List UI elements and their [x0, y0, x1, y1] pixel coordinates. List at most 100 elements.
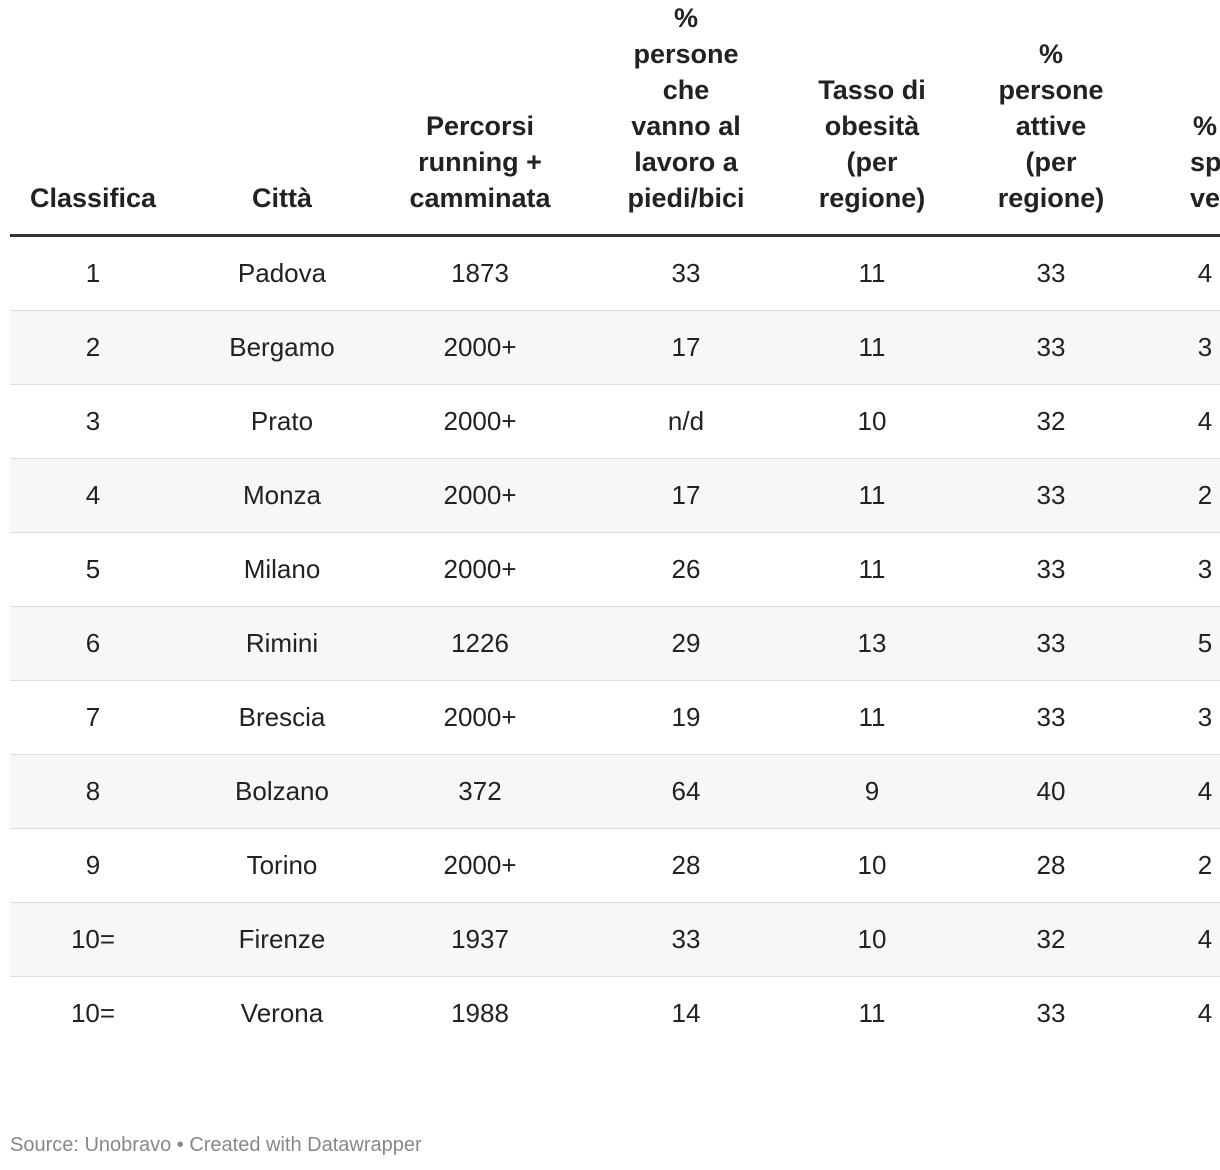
table-cell: 26 [572, 532, 800, 607]
table-cell: 2000+ [388, 828, 572, 903]
table-cell: Monza [176, 458, 388, 533]
table-cell: 4 [1158, 235, 1220, 311]
table-cell: 5 [10, 532, 176, 607]
table-cell: 5 [1158, 606, 1220, 681]
table-cell: 17 [572, 310, 800, 385]
table-cell: Torino [176, 828, 388, 903]
table-cell: 33 [944, 235, 1158, 311]
table-cell: 3 [1158, 532, 1220, 607]
table-cell: 4 [10, 458, 176, 533]
table-cell: 10 [800, 902, 944, 977]
column-header: % persone attive (per regione) [944, 0, 1158, 237]
column-header: Città [176, 0, 388, 237]
table-cell: 2 [10, 310, 176, 385]
table-cell: 1226 [388, 606, 572, 681]
table-wrap: Classifica Città Percorsi running + cammin… [10, 0, 1220, 1050]
table-cell: 11 [858, 998, 886, 1028]
table-cell: Milano [176, 532, 388, 607]
table-cell: 4 [1197, 998, 1213, 1028]
header-text: Città [252, 183, 312, 213]
table-cell: 13 [800, 606, 944, 681]
table-cell: 11 [800, 680, 944, 755]
table-cell: 11 [800, 532, 944, 607]
table-cell: 32 [944, 902, 1158, 977]
table-cell: 14 [671, 998, 701, 1028]
table-row: 2 Bergamo 2000+ 17 11 33 3 [10, 310, 1220, 385]
table-cell: 2 [1158, 458, 1220, 533]
table-row: 10= Firenze 1937 33 10 32 4 [10, 902, 1220, 977]
header-text: Classifica [29, 183, 157, 213]
table-cell: 4 [1158, 902, 1220, 977]
table-cell: 11 [800, 458, 944, 533]
table-cell: 7 [10, 680, 176, 755]
table-cell: 9 [800, 754, 944, 829]
table-cell: Brescia [176, 680, 388, 755]
table-cell: 33 [944, 532, 1158, 607]
table-cell: 2 [1158, 828, 1220, 903]
table-cell: 3 [1158, 310, 1220, 385]
table-cell: n/d [572, 384, 800, 459]
table-cell: 9 [10, 828, 176, 903]
table-cell: 3 [10, 384, 176, 459]
table-cell: 1988 [451, 998, 509, 1028]
table-cell: Prato [176, 384, 388, 459]
table-cell: 40 [944, 754, 1158, 829]
table-cell: 10= [10, 902, 176, 977]
table-row: 10= Verona 1988 14 11 33 4 [10, 977, 1220, 1051]
column-header: Classifica [10, 0, 176, 237]
table-cell: 33 [944, 458, 1158, 533]
header-text: % spa ver [1190, 111, 1220, 213]
table-cell: 2000+ [388, 384, 572, 459]
table-cell: 2000+ [388, 458, 572, 533]
header-row: Classifica Città Percorsi running + cammin… [10, 0, 1220, 237]
header-text: Percorsi running + camminata [409, 111, 551, 213]
table-cell: 17 [572, 458, 800, 533]
table-cell: 10 [800, 828, 944, 903]
table-body: 1 Padova 1873 33 11 33 4 2 Bergamo 2000+ 17 11 33 3 3 P… [10, 235, 1220, 1051]
table-cell: 28 [944, 828, 1158, 903]
table-cell: 32 [944, 384, 1158, 459]
table-cell: 33 [572, 235, 800, 311]
table-row: 9 Torino 2000+ 28 10 28 2 [10, 828, 1220, 903]
table-cell: 3 [1158, 680, 1220, 755]
table-cell: 33 [572, 902, 800, 977]
table-cell: 8 [10, 754, 176, 829]
table-row: 7 Brescia 2000+ 19 11 33 3 [10, 680, 1220, 755]
table-cell: 4 [1158, 754, 1220, 829]
footer: Source: Unobravo • Created with Datawrap… [10, 1134, 422, 1156]
table-cell: 19 [572, 680, 800, 755]
table-cell: 10= [70, 998, 116, 1028]
table-cell: 10 [800, 384, 944, 459]
table-row: 3 Prato 2000+ n/d 10 32 4 [10, 384, 1220, 459]
table-cell: Firenze [176, 902, 388, 977]
table-cell: Bolzano [176, 754, 388, 829]
header-text: Tasso di obesità (per regione) [818, 75, 926, 213]
table-cell: Bergamo [176, 310, 388, 385]
table-cell: 2000+ [388, 532, 572, 607]
table-cell: 4 [1158, 384, 1220, 459]
table-cell: 11 [800, 310, 944, 385]
column-header: Percorsi running + camminata [388, 0, 572, 237]
header-text: % persone attive (per regione) [997, 39, 1105, 213]
table-cell: Padova [176, 235, 388, 311]
data-table: Classifica Città Percorsi running + cammin… [10, 0, 1220, 1050]
table-cell: 33 [944, 606, 1158, 681]
table-cell: 11 [800, 235, 944, 311]
table-cell: Rimini [176, 606, 388, 681]
table-cell: 1937 [388, 902, 572, 977]
table-cell: 28 [572, 828, 800, 903]
column-header: Tasso di obesità (per regione) [800, 0, 944, 237]
header-text: % persone che vanno al lavoro a piedi/bi… [627, 3, 745, 213]
table-row: 8 Bolzano 372 64 9 40 4 [10, 754, 1220, 829]
table-row: 1 Padova 1873 33 11 33 4 [10, 235, 1220, 311]
table-cell: 33 [944, 680, 1158, 755]
column-header: % spa ver [1158, 0, 1220, 237]
table-cell: 2000+ [388, 680, 572, 755]
table-row: 5 Milano 2000+ 26 11 33 3 [10, 532, 1220, 607]
table-cell: 1 [10, 235, 176, 311]
table-cell: 33 [944, 310, 1158, 385]
column-header: % persone che vanno al lavoro a piedi/bi… [572, 0, 800, 237]
table-cell: Verona [240, 998, 324, 1028]
table-row: 4 Monza 2000+ 17 11 33 2 [10, 458, 1220, 533]
